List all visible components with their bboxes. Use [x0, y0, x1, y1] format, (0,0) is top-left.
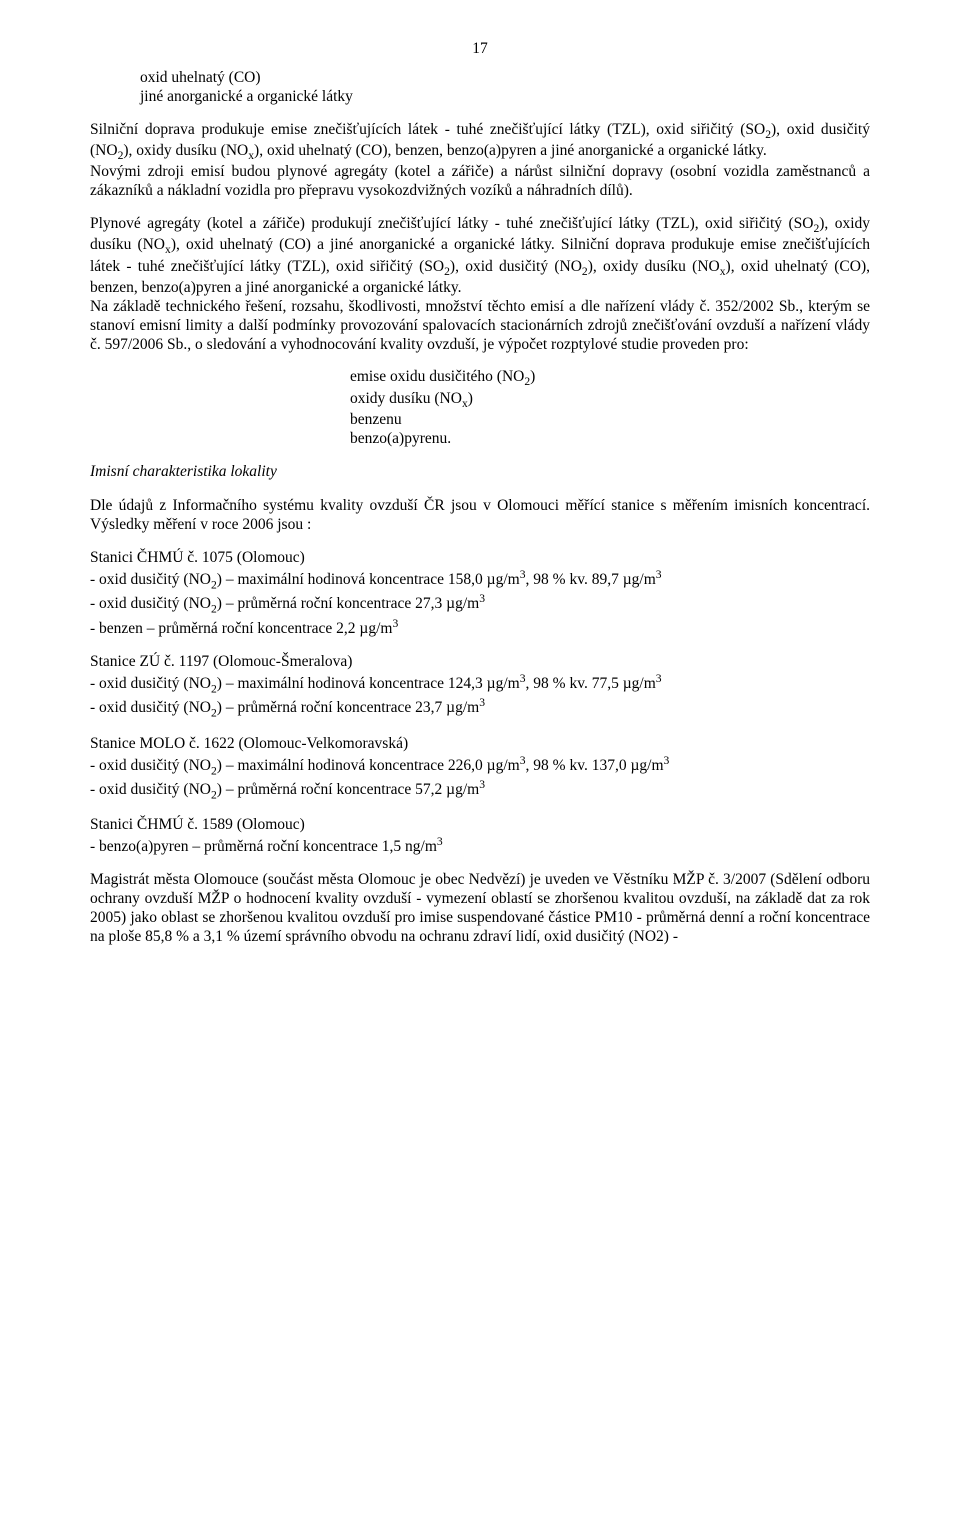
text: Novými zdroji emisí budou plynové agregá… [90, 163, 870, 199]
superscript: 3 [656, 568, 662, 581]
section-heading: Imisní charakteristika lokality [90, 463, 870, 482]
measurement-line: - oxid dusičitý (NO2) – průměrná roční k… [90, 696, 870, 720]
text: oxidy dusíku (NO [350, 390, 462, 407]
emission-item: benzenu [350, 411, 870, 430]
text: ) – maximální hodinová koncentrace 158,0… [217, 571, 520, 588]
compound-list: oxid uhelnatý (CO) jiné anorganické a or… [140, 69, 870, 107]
text: ) – maximální hodinová koncentrace 226,0… [217, 757, 520, 774]
text: , 98 % kv. 89,7 µg/m [526, 571, 656, 588]
text: ), oxid dusičitý (NO [450, 258, 582, 275]
text: ), oxidy dusíku (NO [588, 258, 720, 275]
emission-item: emise oxidu dusičitého (NO2) [350, 368, 870, 389]
document-page: 17 oxid uhelnatý (CO) jiné anorganické a… [0, 0, 960, 997]
station-block: Stanice MOLO č. 1622 (Olomouc-Velkomorav… [90, 735, 870, 803]
paragraph: Silniční doprava produkuje emise znečišť… [90, 121, 870, 201]
text: - oxid dusičitý (NO [90, 757, 211, 774]
measurement-line: - oxid dusičitý (NO2) – maximální hodino… [90, 672, 870, 696]
superscript: 3 [392, 617, 398, 630]
station-title: Stanice ZÚ č. 1197 (Olomouc-Šmeralova) [90, 653, 870, 672]
paragraph: Dle údajů z Informačního systému kvality… [90, 497, 870, 535]
text: , 98 % kv. 77,5 µg/m [526, 675, 656, 692]
text: - oxid dusičitý (NO [90, 596, 211, 613]
station-title: Stanici ČHMÚ č. 1075 (Olomouc) [90, 549, 870, 568]
superscript: 3 [479, 592, 485, 605]
text: - oxid dusičitý (NO [90, 675, 211, 692]
superscript: 3 [664, 754, 670, 767]
measurement-line: - oxid dusičitý (NO2) – průměrná roční k… [90, 592, 870, 616]
text: - oxid dusičitý (NO [90, 571, 211, 588]
superscript: 3 [437, 835, 443, 848]
text: Plynové agregáty (kotel a zářiče) produk… [90, 215, 813, 232]
station-block: Stanici ČHMÚ č. 1075 (Olomouc) - oxid du… [90, 549, 870, 639]
text: ), oxidy dusíku (NO [123, 142, 248, 159]
superscript: 3 [479, 778, 485, 791]
measurement-line: - benzo(a)pyren – průměrná roční koncent… [90, 835, 870, 857]
station-block: Stanice ZÚ č. 1197 (Olomouc-Šmeralova) -… [90, 653, 870, 721]
text: ) – maximální hodinová koncentrace 124,3… [217, 675, 520, 692]
emission-item: oxidy dusíku (NOx) [350, 390, 870, 411]
station-block: Stanici ČHMÚ č. 1589 (Olomouc) - benzo(a… [90, 816, 870, 857]
text: , 98 % kv. 137,0 µg/m [526, 757, 664, 774]
text: ) – průměrná roční koncentrace 27,3 µg/m [217, 596, 479, 613]
text: ) [530, 368, 535, 385]
text: - oxid dusičitý (NO [90, 781, 211, 798]
superscript: 3 [656, 672, 662, 685]
text: ) – průměrná roční koncentrace 57,2 µg/m [217, 781, 479, 798]
measurement-line: - oxid dusičitý (NO2) – průměrná roční k… [90, 778, 870, 802]
measurement-line: - oxid dusičitý (NO2) – maximální hodino… [90, 754, 870, 778]
emission-item: benzo(a)pyrenu. [350, 430, 870, 449]
text: emise oxidu dusičitého (NO [350, 368, 524, 385]
paragraph: Magistrát města Olomouce (součást města … [90, 871, 870, 947]
text: Silniční doprava produkuje emise znečišť… [90, 121, 765, 138]
text: ) [468, 390, 473, 407]
compound-item: jiné anorganické a organické látky [140, 88, 870, 107]
text: Na základě technického řešení, rozsahu, … [90, 298, 870, 353]
station-title: Stanici ČHMÚ č. 1589 (Olomouc) [90, 816, 870, 835]
measurement-line: - benzen – průměrná roční koncentrace 2,… [90, 617, 870, 639]
text: - benzen – průměrná roční koncentrace 2,… [90, 620, 392, 637]
text: - oxid dusičitý (NO [90, 699, 211, 716]
emission-list: emise oxidu dusičitého (NO2) oxidy dusík… [350, 368, 870, 448]
text: - benzo(a)pyren – průměrná roční koncent… [90, 838, 437, 855]
page-number: 17 [90, 40, 870, 59]
text: ) – průměrná roční koncentrace 23,7 µg/m [217, 699, 479, 716]
station-title: Stanice MOLO č. 1622 (Olomouc-Velkomorav… [90, 735, 870, 754]
paragraph: Plynové agregáty (kotel a zářiče) produk… [90, 215, 870, 354]
measurement-line: - oxid dusičitý (NO2) – maximální hodino… [90, 568, 870, 592]
compound-item: oxid uhelnatý (CO) [140, 69, 870, 88]
superscript: 3 [479, 696, 485, 709]
text: ), oxid uhelnatý (CO), benzen, benzo(a)p… [254, 142, 767, 159]
